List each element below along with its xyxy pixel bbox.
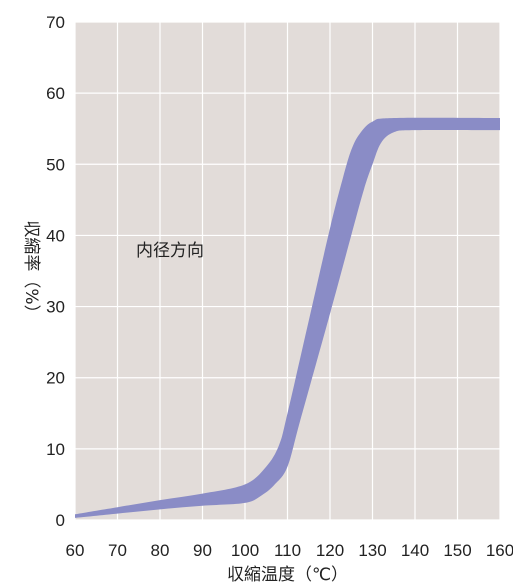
x-tick-label: 100 xyxy=(231,541,259,560)
y-tick-label: 0 xyxy=(56,511,65,530)
grid-lines xyxy=(74,21,501,521)
y-axis-title: 収縮率（%） xyxy=(21,220,41,321)
y-tick-label: 20 xyxy=(46,369,65,388)
x-tick-label: 90 xyxy=(193,541,212,560)
y-tick-label: 50 xyxy=(46,155,65,174)
y-tick-label: 40 xyxy=(46,226,65,245)
y-tick-label: 30 xyxy=(46,298,65,317)
y-tick-label: 60 xyxy=(46,84,65,103)
x-tick-label: 140 xyxy=(401,541,429,560)
x-tick-label: 110 xyxy=(274,541,301,560)
x-tick-label: 70 xyxy=(108,541,127,560)
x-tick-label: 60 xyxy=(66,541,85,560)
chart-annotation: 内径方向 xyxy=(136,241,204,261)
x-tick-label: 80 xyxy=(151,541,170,560)
y-tick-label: 70 xyxy=(46,13,65,32)
x-axis-title: 収縮温度（℃） xyxy=(227,565,348,585)
x-tick-label: 120 xyxy=(316,541,344,560)
x-tick-label: 160 xyxy=(486,541,513,560)
shrinkage-band xyxy=(75,117,500,518)
x-tick-label: 150 xyxy=(443,541,471,560)
y-tick-label: 10 xyxy=(46,440,65,459)
x-tick-labels: 60 70 80 90 100 110 120 130 140 150 160 xyxy=(66,541,513,560)
x-tick-label: 130 xyxy=(358,541,386,560)
y-tick-labels: 0 10 20 30 40 50 60 70 xyxy=(46,13,65,530)
